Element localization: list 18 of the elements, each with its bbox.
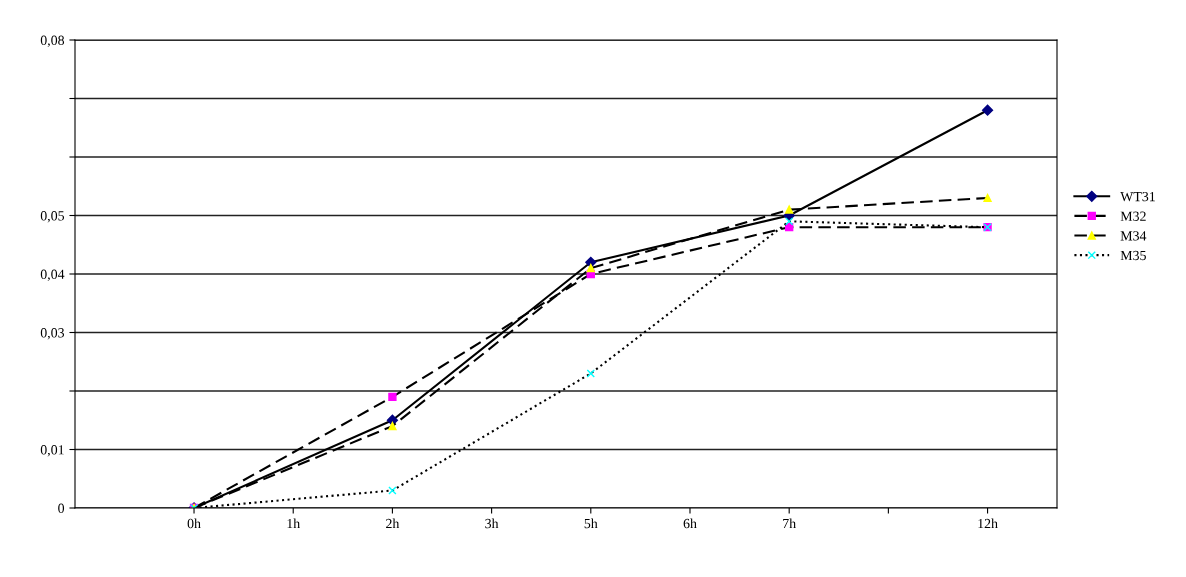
y-tick-label: 0,05 <box>40 211 65 223</box>
y-tick-label: 0,01 <box>40 445 64 457</box>
legend-label: M34 <box>1120 231 1147 241</box>
x-tick-label: 1h <box>287 518 300 529</box>
y-tick-label: 0 <box>58 503 65 513</box>
y-tick-label: 0,08 <box>40 35 65 47</box>
y-tick-label: 0,04 <box>40 269 65 281</box>
x-tick-label: 6h <box>683 518 697 529</box>
x-tick-label: 3h <box>485 518 499 529</box>
legend-label: M32 <box>1120 211 1146 221</box>
x-tick-label: 0h <box>187 518 201 529</box>
legend-label: WT31 <box>1120 191 1155 202</box>
y-tick-label: 0,03 <box>40 328 65 340</box>
x-tick-label: 12h <box>978 518 998 529</box>
legend-label: M35 <box>1120 250 1146 261</box>
x-tick-label: 7h <box>783 518 796 529</box>
x-tick-label: 5h <box>584 518 598 529</box>
x-tick-label: 2h <box>386 518 400 529</box>
